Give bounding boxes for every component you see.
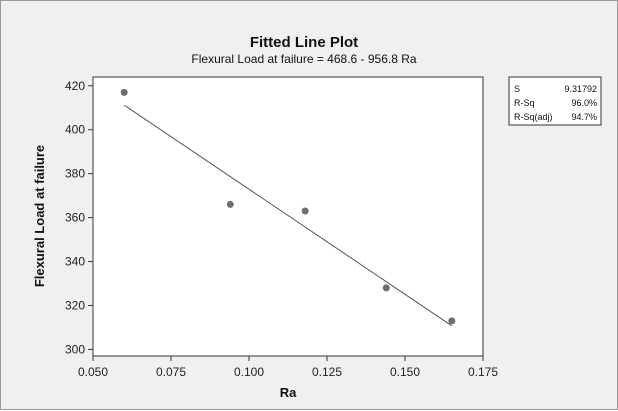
stat-label-rsq: R-Sq	[514, 98, 535, 108]
y-tick-label: 320	[65, 298, 85, 312]
y-tick-label: 300	[65, 342, 85, 356]
stat-label-s: S	[514, 84, 520, 94]
y-tick-label: 420	[65, 79, 85, 93]
y-axis: 300 320 340 360 380 400 420	[65, 79, 93, 356]
plot-area	[92, 76, 484, 357]
x-axis-label: Ra	[280, 385, 297, 400]
data-point	[226, 200, 234, 208]
x-tick-label: 0.175	[468, 365, 498, 379]
stat-value-s: 9.31792	[564, 84, 597, 94]
y-tick-label: 380	[65, 167, 85, 181]
x-tick-label: 0.075	[156, 365, 186, 379]
x-tick-label: 0.150	[390, 365, 420, 379]
stats-box: S 9.31792 R-Sq 96.0% R-Sq(adj) 94.7%	[508, 76, 602, 126]
fit-line	[123, 104, 453, 327]
stat-label-rsq-adj: R-Sq(adj)	[514, 112, 553, 122]
stats-box-frame	[508, 76, 602, 126]
data-point	[120, 88, 128, 96]
chart-title: Fitted Line Plot	[250, 34, 358, 51]
fit-line-group	[123, 104, 453, 327]
y-tick-label: 400	[65, 123, 85, 137]
stat-value-rsq-adj: 94.7%	[571, 112, 597, 122]
data-point	[301, 207, 309, 215]
stat-value-rsq: 96.0%	[571, 98, 597, 108]
y-tick-label: 360	[65, 211, 85, 225]
x-axis: 0.050 0.075 0.100 0.125 0.150 0.175	[78, 356, 498, 379]
y-axis-label: Flexural Load at failure	[32, 145, 47, 287]
x-tick-label: 0.050	[78, 365, 108, 379]
x-tick-label: 0.125	[312, 365, 342, 379]
chart-subtitle: Flexural Load at failure = 468.6 - 956.8…	[191, 52, 416, 66]
y-tick-label: 340	[65, 255, 85, 269]
data-points	[120, 88, 456, 325]
x-tick-label: 0.100	[234, 365, 264, 379]
data-point	[448, 317, 456, 325]
data-point	[382, 284, 390, 292]
